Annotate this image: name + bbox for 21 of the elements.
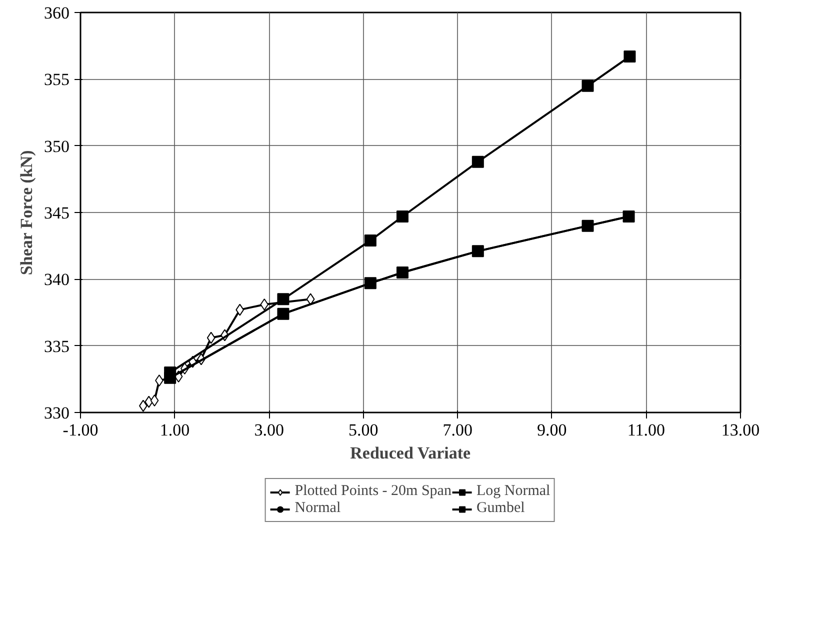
y-tick-label: 330 — [44, 404, 70, 422]
x-axis-title: Reduced Variate — [350, 444, 472, 462]
x-tick-label: 11.00 — [627, 420, 666, 440]
y-tick-label: 335 — [44, 336, 70, 356]
y-tick-label: 355 — [44, 70, 70, 90]
x-tick-label: 13.00 — [721, 420, 760, 440]
y-tick-label: 345 — [44, 204, 70, 222]
x-tick-label: 7.00 — [442, 420, 473, 440]
legend-label: Log Normal — [476, 483, 550, 500]
x-tick-label: 9.00 — [537, 420, 567, 440]
x-tick-label: 3.00 — [254, 420, 284, 440]
legend-label: Gumbel — [476, 500, 525, 517]
legend-label: Normal — [294, 500, 341, 517]
y-axis-title: Shear Force (kN) — [17, 150, 36, 276]
y-tick-label: 360 — [44, 4, 70, 22]
y-tick-label: 340 — [44, 270, 70, 290]
x-tick-label: 5.00 — [348, 420, 378, 440]
legend-label: Plotted Points - 20m Span — [294, 483, 452, 500]
y-tick-label: 350 — [44, 136, 70, 156]
x-tick-label: 1.00 — [160, 420, 190, 440]
x-tick-label: -1.00 — [62, 420, 98, 440]
